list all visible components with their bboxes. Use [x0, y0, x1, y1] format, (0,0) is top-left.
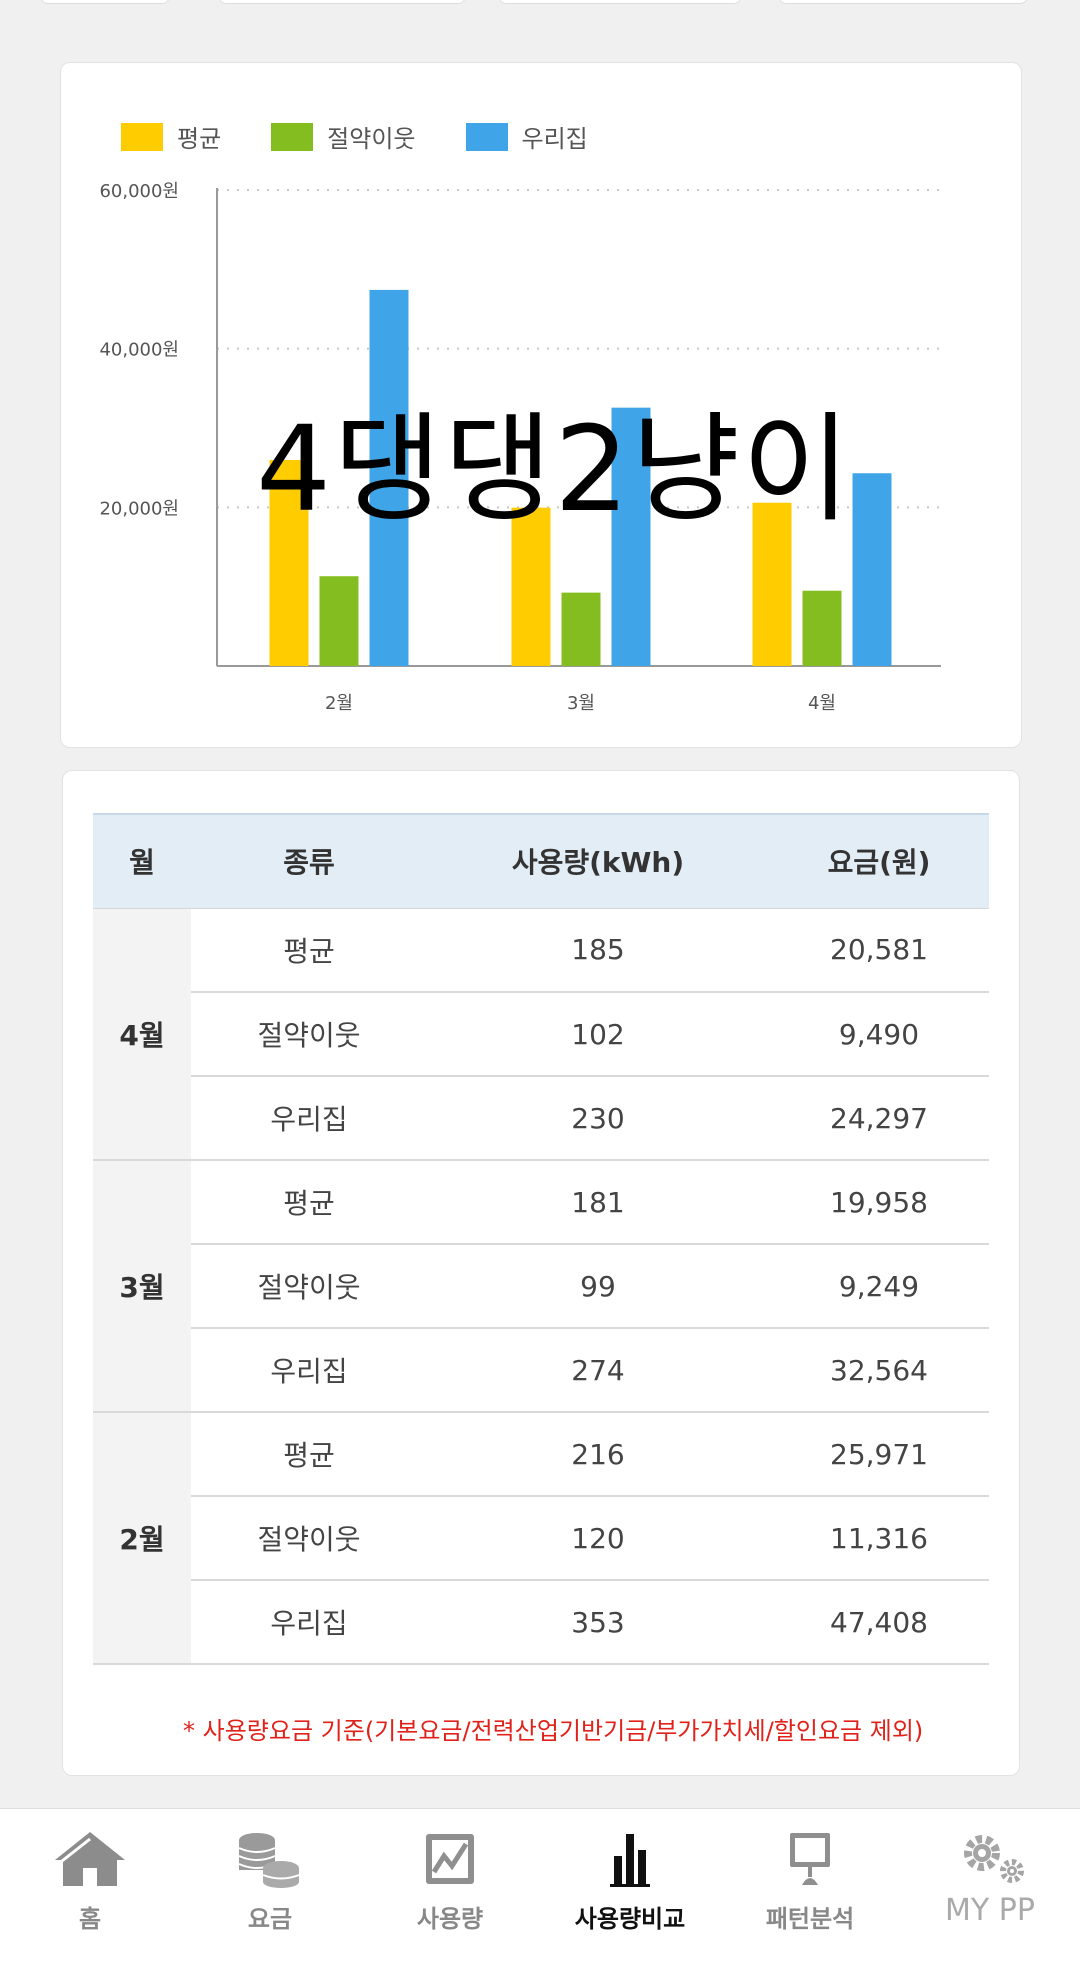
header-fee: 요금(원) [769, 813, 989, 909]
legend-item-average: 평균 [121, 119, 221, 154]
fee-cell: 24,297 [769, 1076, 989, 1161]
type-cell: 절약이웃 [191, 1496, 427, 1581]
nav-label: MY PP [945, 1893, 1035, 1928]
month-cell: 4월 [93, 908, 191, 1161]
coins-icon [225, 1827, 315, 1891]
type-cell: 우리집 [191, 1076, 427, 1161]
nav-pattern[interactable]: 패턴분석 [720, 1809, 900, 1967]
bar [561, 592, 601, 666]
overlay-text: 4댕댕2냥이 [256, 400, 853, 538]
fee-cell: 11,316 [769, 1496, 989, 1581]
top-tab[interactable] [778, 0, 1028, 4]
bar-compare-icon [585, 1827, 675, 1891]
bar-chart: 20,000원 40,000원 60,000원 2월 3월 4월 [99, 181, 941, 714]
fee-cell: 19,958 [769, 1160, 989, 1245]
legend-item-saving-neighbor: 절약이웃 [271, 119, 416, 154]
month-cell: 3월 [93, 1160, 191, 1413]
table-header-row: 월 종류 사용량(kWh) 요금(원) [93, 813, 989, 909]
usage-cell: 216 [427, 1412, 769, 1497]
usage-chart-icon [405, 1827, 495, 1891]
type-cell: 평균 [191, 1412, 427, 1497]
table-row: 우리집 274 32,564 [93, 1328, 989, 1413]
table-row: 우리집 230 24,297 [93, 1076, 989, 1161]
usage-cell: 99 [427, 1244, 769, 1329]
fee-cell: 25,971 [769, 1412, 989, 1497]
bottom-nav: 홈 요금 사용량 [0, 1808, 1080, 1967]
top-tab-strip [0, 0, 1080, 6]
nav-label: 사용량 [416, 1905, 484, 1933]
fee-cell: 32,564 [769, 1328, 989, 1413]
nav-fee[interactable]: 요금 [180, 1809, 360, 1967]
top-tab[interactable] [40, 0, 170, 4]
home-icon [45, 1827, 135, 1891]
nav-label: 사용량비교 [574, 1905, 686, 1933]
usage-cell: 120 [427, 1496, 769, 1581]
nav-my-pp[interactable]: MY PP [900, 1809, 1080, 1967]
bar [369, 289, 409, 666]
header-month: 월 [93, 813, 191, 909]
legend-label: 절약이웃 [327, 125, 416, 153]
bar [511, 507, 551, 666]
type-cell: 우리집 [191, 1580, 427, 1665]
nav-label: 패턴분석 [765, 1905, 855, 1933]
legend-swatch-our-home [465, 122, 508, 151]
y-tick-label: 20,000원 [99, 498, 179, 519]
usage-cell: 230 [427, 1076, 769, 1161]
usage-table: 월 종류 사용량(kWh) 요금(원) 4월 평균 185 20,581 절약이… [93, 813, 989, 1665]
nav-label: 요금 [247, 1905, 293, 1933]
fee-cell: 9,490 [769, 992, 989, 1077]
monitor-icon [765, 1827, 855, 1891]
month-cell: 2월 [93, 1412, 191, 1665]
bar [752, 502, 792, 666]
nav-usage-compare[interactable]: 사용량비교 [540, 1809, 720, 1967]
fee-cell: 20,581 [769, 908, 989, 993]
usage-cell: 181 [427, 1160, 769, 1245]
y-tick-label: 60,000원 [99, 181, 179, 202]
table-row: 4월 평균 185 20,581 [93, 908, 989, 1161]
fee-cell: 9,249 [769, 1244, 989, 1329]
nav-home[interactable]: 홈 [0, 1809, 180, 1967]
type-cell: 평균 [191, 908, 427, 993]
bar [852, 473, 892, 666]
y-tick-label: 40,000원 [99, 340, 179, 361]
top-tab[interactable] [218, 0, 466, 4]
legend-label: 우리집 [521, 125, 588, 153]
nav-usage[interactable]: 사용량 [360, 1809, 540, 1967]
bar [611, 407, 651, 666]
x-tick-label: 3월 [567, 693, 595, 714]
usage-cell: 102 [427, 992, 769, 1077]
table-row: 절약이웃 120 11,316 [93, 1496, 989, 1581]
bar [319, 576, 359, 666]
type-cell: 평균 [191, 1160, 427, 1245]
table-row: 절약이웃 102 9,490 [93, 992, 989, 1077]
table-row: 3월 평균 181 19,958 [93, 1160, 989, 1413]
bar [269, 459, 309, 666]
legend-item-our-home: 우리집 [465, 119, 588, 154]
top-tab[interactable] [498, 0, 742, 4]
legend-swatch-saving-neighbor [271, 122, 314, 151]
type-cell: 절약이웃 [191, 1244, 427, 1329]
x-tick-label: 2월 [325, 693, 353, 714]
type-cell: 우리집 [191, 1328, 427, 1413]
table-row: 2월 평균 216 25,971 [93, 1412, 989, 1665]
fee-basis-note: * 사용량요금 기준(기본요금/전력산업기반기금/부가가치세/할인요금 제외) [183, 1717, 924, 1745]
table-card: 월 종류 사용량(kWh) 요금(원) 4월 평균 185 20,581 절약이… [62, 770, 1020, 1776]
type-cell: 절약이웃 [191, 992, 427, 1077]
chart-legend: 평균 절약이웃 우리집 [121, 119, 638, 154]
fee-cell: 47,408 [769, 1580, 989, 1665]
usage-cell: 185 [427, 908, 769, 993]
usage-cell: 274 [427, 1328, 769, 1413]
header-type: 종류 [191, 813, 427, 909]
bar [802, 590, 842, 666]
header-usage: 사용량(kWh) [427, 813, 769, 909]
nav-label: 홈 [78, 1905, 102, 1933]
legend-label: 평균 [177, 125, 222, 153]
legend-swatch-average [121, 122, 163, 151]
table-row: 우리집 353 47,408 [93, 1580, 989, 1665]
chart-card: 평균 절약이웃 우리집 20,000원 40,000원 60,000원 2월 3월 4월 … [60, 62, 1022, 748]
usage-cell: 353 [427, 1580, 769, 1665]
gears-icon [945, 1827, 1035, 1891]
table-row: 절약이웃 99 9,249 [93, 1244, 989, 1329]
x-tick-label: 4월 [808, 693, 836, 714]
